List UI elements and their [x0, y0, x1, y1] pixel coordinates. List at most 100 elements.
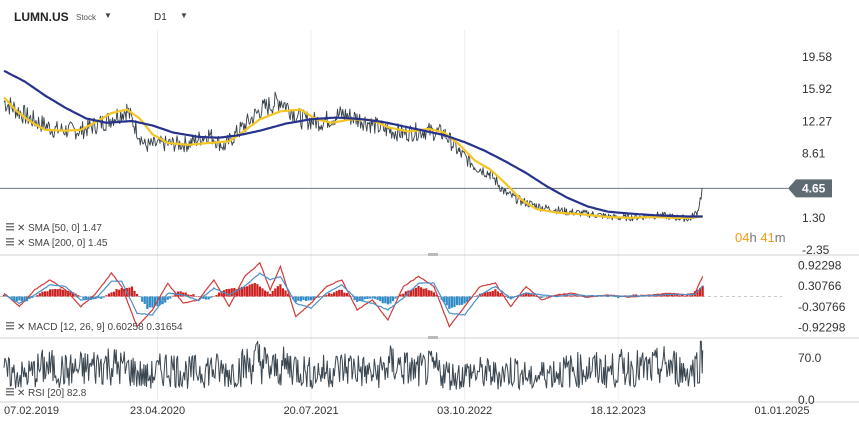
macd-histogram-bar [23, 296, 26, 302]
macd-histogram-bar [466, 296, 469, 303]
macd-y-tick-label: 0.92298 [798, 259, 842, 273]
macd-histogram-bar [366, 296, 369, 299]
macd-histogram-bar [61, 289, 64, 297]
macd-histogram-bar [197, 296, 200, 297]
macd-histogram-bar [179, 291, 182, 297]
macd-histogram-bar [455, 296, 459, 306]
macd-histogram-bar [343, 292, 346, 297]
macd-histogram-bar [670, 294, 674, 297]
macd-histogram-bar [243, 286, 246, 297]
macd-histogram-bar [202, 296, 205, 299]
panel-resize-handle[interactable] [428, 336, 438, 339]
macd-histogram-bar [317, 296, 320, 298]
macd-histogram-bar [532, 294, 535, 297]
macd-histogram-bar [194, 296, 198, 297]
macd-histogram-bar [681, 294, 684, 297]
macd-histogram-bar [263, 290, 267, 297]
macd-histogram-bar [284, 290, 287, 297]
legend-close-icon[interactable]: ✕ [17, 238, 25, 249]
macd-histogram-bar [691, 294, 694, 297]
macd-histogram-bar [215, 295, 218, 297]
macd-histogram-bar [494, 289, 497, 297]
macd-histogram-bar [379, 296, 382, 302]
x-tick-label: 23.04.2020 [130, 405, 185, 417]
macd-histogram-bar [422, 288, 425, 297]
macd-histogram-bar [499, 293, 502, 297]
macd-histogram-bar [276, 286, 279, 297]
macd-histogram-bar [171, 295, 175, 297]
macd-histogram-bar [164, 296, 167, 303]
macd-histogram-bar [51, 289, 54, 297]
macd-histogram-bar [402, 293, 405, 297]
timeframe-label[interactable]: D1 [154, 12, 167, 23]
symbol-dropdown-chevron-icon[interactable]: ▼ [104, 11, 112, 20]
macd-histogram-bar [266, 291, 269, 297]
symbol-label[interactable]: LUMN.US [14, 10, 69, 24]
macd-histogram-bar [228, 288, 231, 297]
macd-histogram-bar [294, 296, 297, 303]
legend-menu-icon-bar [6, 244, 14, 246]
macd-histogram-bar [486, 291, 489, 297]
macd-histogram-bar [43, 291, 47, 297]
price-pane[interactable]: 4.65 04h 41m [0, 69, 832, 245]
legend-menu-icon[interactable] [6, 322, 14, 324]
macd-histogram-bar [507, 296, 510, 299]
macd-histogram-bar [463, 296, 466, 304]
macd-histogram-bar [384, 296, 387, 304]
macd-pane[interactable] [0, 261, 782, 328]
macd-histogram-bar [166, 296, 169, 300]
macd-histogram-bar [87, 296, 90, 299]
macd-histogram-bar [289, 295, 292, 297]
legend-close-icon[interactable]: ✕ [17, 223, 25, 234]
macd-histogram-bar [77, 295, 80, 297]
macd-histogram-bar [696, 289, 699, 297]
rsi-pane[interactable] [3, 340, 704, 391]
macd-histogram-bar [102, 296, 105, 298]
macd-histogram-bar [95, 296, 98, 299]
macd-histogram-bar [261, 288, 264, 297]
legend-menu-icon-bar [6, 325, 14, 327]
macd-histogram-bar [445, 296, 448, 306]
macd-histogram-bar [333, 292, 336, 297]
macd-histogram-bar [212, 296, 215, 297]
rsi-y-tick-label: 70.0 [798, 351, 822, 365]
macd-histogram-bar [458, 296, 461, 306]
macd-histogram-bar [184, 292, 187, 297]
macd-histogram-bar [320, 296, 323, 297]
rsi-series-line [3, 340, 704, 391]
signal-series-line [3, 272, 704, 316]
timeframe-dropdown-chevron-icon[interactable]: ▼ [180, 11, 188, 20]
macd-histogram-bar [524, 292, 528, 297]
macd-histogram-bar [665, 294, 668, 297]
macd-histogram-bar [112, 291, 116, 297]
macd-histogram-bar [33, 296, 36, 297]
legend-menu-icon[interactable] [6, 238, 14, 240]
legend-close-icon[interactable]: ✕ [17, 388, 25, 399]
macd-histogram-bar [230, 288, 233, 297]
macd-histogram-bar [565, 295, 569, 297]
macd-histogram-bar [361, 296, 364, 301]
macd-histogram-bar [146, 296, 149, 309]
macd-histogram-bar [527, 292, 530, 297]
macd-histogram-bar [312, 296, 315, 300]
macd-histogram-bar [18, 296, 21, 301]
macd-histogram-bar [15, 296, 18, 302]
legend-menu-icon-bar [6, 241, 14, 243]
macd-histogram-bar [248, 284, 251, 297]
panel-resize-handle[interactable] [428, 253, 438, 256]
macd-histogram-bar [20, 296, 24, 302]
macd-histogram-bar [353, 296, 356, 301]
macd-histogram-bar [338, 289, 341, 297]
macd-histogram-bar [578, 296, 581, 297]
macd-histogram-bar [41, 291, 44, 297]
legend-rsi-label: RSI [20] 82.8 [28, 388, 87, 399]
macd-histogram-bar [240, 286, 244, 297]
x-tick-label: 01.01.2025 [754, 405, 809, 417]
macd-histogram-bar [235, 289, 238, 297]
legend-menu-icon[interactable] [6, 223, 14, 225]
legend-menu-icon-bar [6, 328, 14, 330]
macd-histogram-bar [583, 296, 587, 298]
legend-menu-icon[interactable] [6, 388, 14, 390]
legend-close-icon[interactable]: ✕ [17, 322, 25, 333]
